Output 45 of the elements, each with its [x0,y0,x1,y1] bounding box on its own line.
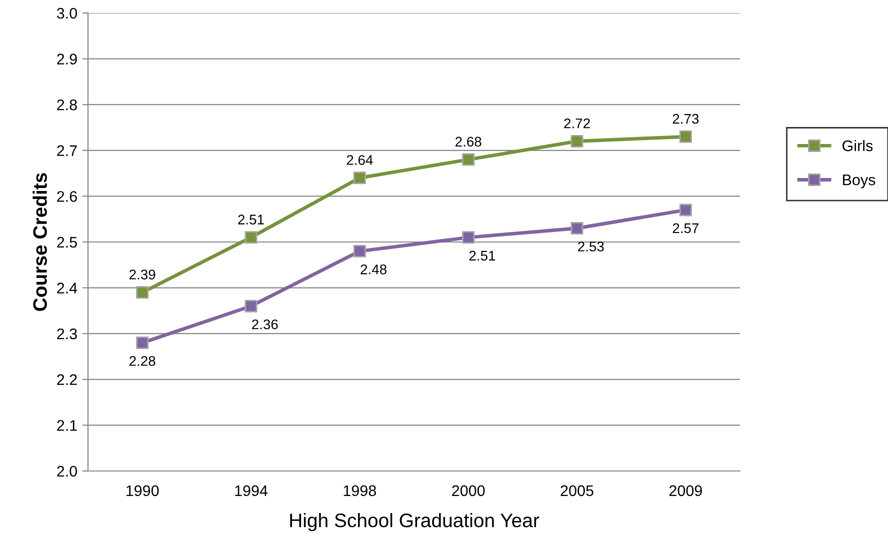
text: 2.4 [57,282,78,294]
y-axis-title: Course Credits [32,173,47,311]
x-axis-title: High School Graduation Year [290,513,540,532]
x-tick-label: 2009 [669,485,702,496]
point [244,300,258,312]
data-label: 2.48 [360,264,386,274]
point [353,172,366,184]
text: 2.9 [57,54,77,64]
data-label: 2.73 [672,114,699,124]
legend-label: Boys [843,174,876,188]
text: 2.7 [57,145,77,156]
text: 2.0 [57,466,77,477]
data-label: 2.72 [564,118,590,128]
point [462,231,475,244]
data-label: 2.68 [456,136,482,147]
x-tick-label: 2000 [452,485,485,496]
point [353,244,366,258]
point [679,204,692,216]
data-label: 2.51 [238,214,264,224]
text: 2.3 [57,328,77,340]
point [244,231,258,244]
point [136,286,149,299]
point [679,130,692,143]
point [570,134,584,148]
x-tick-label: 1990 [126,485,159,496]
data-label: 2.57 [672,223,698,234]
data-label: 2.51 [469,250,496,261]
point [462,153,475,166]
data-label: 2.64 [346,155,373,165]
data-label: 2.39 [130,270,156,280]
x-tick-label: 2005 [560,485,594,496]
point [570,222,584,235]
text: 2.6 [57,191,77,202]
x-tick-label: 1994 [235,485,268,496]
x-tick-label: 1998 [344,485,376,496]
text: 3.0 [56,8,77,19]
data-label: 2.28 [130,356,156,366]
text: 2.5 [57,236,77,248]
text: 2.8 [57,99,77,110]
data-label: 2.36 [252,319,278,330]
legend-label: Girls [842,140,873,152]
text: 2.2 [57,374,77,385]
data-label: 2.53 [578,242,604,252]
text: 2.1 [57,420,77,431]
point [136,336,149,350]
